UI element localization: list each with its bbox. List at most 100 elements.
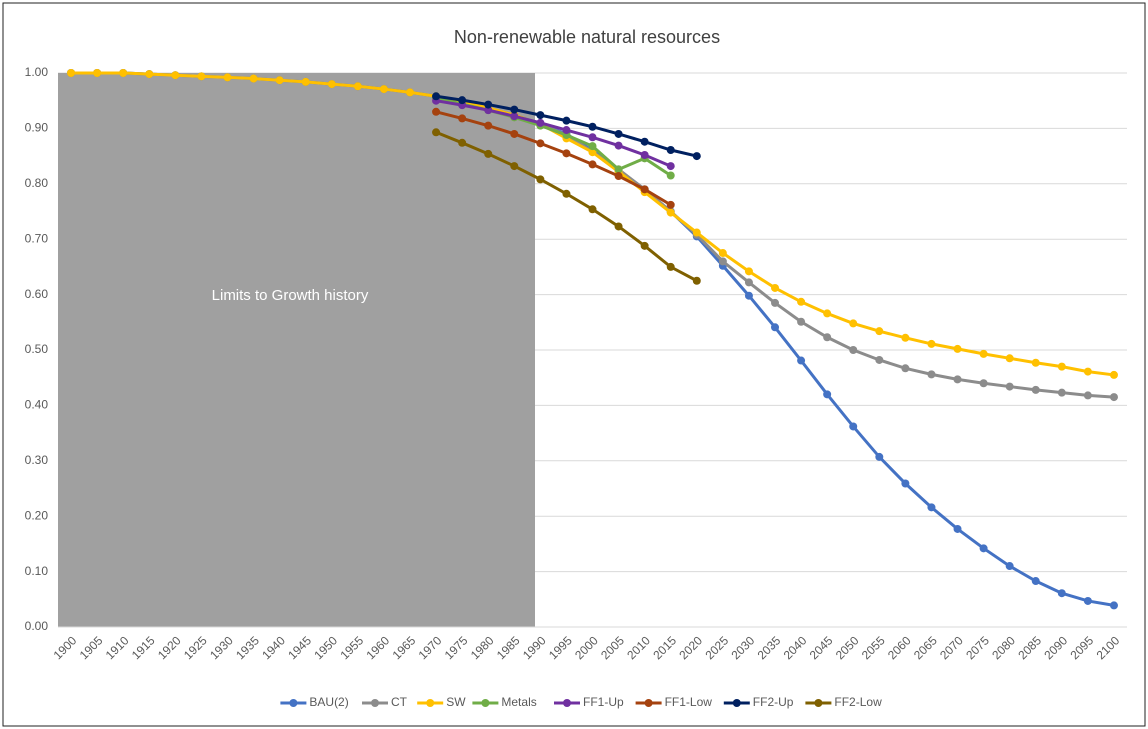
series-marker (353, 82, 362, 91)
series-line (435, 99, 672, 168)
series-marker (1057, 388, 1066, 397)
series-marker (614, 165, 623, 174)
series-marker (484, 149, 493, 158)
series-marker (536, 111, 545, 120)
series-marker (1031, 385, 1040, 394)
series-marker (849, 346, 858, 354)
series-marker (797, 317, 806, 326)
series-marker (640, 185, 649, 194)
legend-label: BAU(2) (309, 695, 348, 709)
series-marker (588, 142, 597, 151)
series-marker (510, 162, 519, 171)
series-marker (458, 96, 467, 105)
series-marker (405, 88, 414, 97)
series-marker (67, 69, 76, 77)
series-marker (640, 137, 649, 146)
series-marker (614, 172, 623, 181)
series-marker (771, 298, 780, 307)
series-marker (849, 319, 858, 328)
series-marker (484, 106, 493, 115)
series-marker (536, 118, 545, 127)
series-marker (510, 112, 519, 121)
series-marker (744, 267, 753, 276)
y-tick-label: 0.90 (25, 121, 49, 135)
series-marker (901, 479, 910, 488)
series-marker (901, 333, 910, 342)
legend-marker (481, 699, 490, 707)
series-marker (823, 390, 832, 399)
legend-label: FF1-Up (583, 695, 624, 709)
annotation: Limits to Growth history (212, 287, 369, 304)
legend-label: FF2-Low (834, 695, 882, 709)
series-marker (614, 141, 623, 150)
series-marker (666, 200, 675, 209)
series-marker (1109, 393, 1118, 402)
series-marker (484, 121, 493, 130)
series-marker (666, 171, 675, 180)
series-marker (640, 150, 649, 159)
series-marker (666, 162, 675, 171)
series-marker (927, 370, 936, 379)
series-marker (901, 364, 910, 373)
series-marker (692, 152, 701, 161)
series-marker (849, 422, 858, 431)
series-marker (562, 126, 571, 135)
series-marker (510, 105, 519, 114)
legend-marker (371, 699, 379, 707)
y-tick-label: 0.50 (25, 342, 49, 356)
legend-marker (732, 699, 741, 707)
series-marker (562, 149, 571, 158)
series-marker (744, 291, 753, 300)
series-marker (692, 276, 701, 285)
history-region (58, 73, 535, 627)
series-marker (119, 69, 128, 77)
series-marker (718, 257, 727, 266)
series-marker (327, 80, 336, 89)
series-marker (171, 71, 180, 80)
series-marker (1031, 358, 1040, 367)
series-marker (744, 278, 753, 287)
series-marker (432, 92, 441, 101)
series-marker (379, 85, 388, 94)
series-marker (1031, 577, 1040, 586)
series-marker (979, 379, 988, 388)
series-marker (823, 309, 832, 318)
series-marker (223, 73, 232, 82)
legend-label: FF2-Up (753, 695, 794, 709)
series-marker (640, 241, 649, 250)
legend-label: Metals (501, 695, 536, 709)
y-tick-label: 0.80 (25, 176, 49, 190)
series-marker (562, 116, 571, 125)
legend-marker (644, 699, 653, 707)
series-marker (1083, 367, 1092, 376)
series-marker (927, 503, 936, 512)
series-marker (797, 356, 806, 365)
legend-label: SW (446, 695, 466, 709)
series-marker (588, 122, 597, 131)
series-marker (614, 129, 623, 138)
series-marker (823, 333, 832, 342)
y-tick-label: 0.30 (25, 453, 49, 467)
series-marker (432, 107, 441, 116)
series-marker (875, 327, 884, 336)
y-tick-label: 0.60 (25, 287, 49, 301)
series-marker (953, 524, 962, 533)
plot (67, 69, 1118, 610)
series-marker (718, 249, 727, 258)
y-tick-label: 1.00 (25, 65, 49, 79)
series-marker (562, 189, 571, 198)
legend-label: FF1-Low (665, 695, 713, 709)
series-marker (510, 129, 519, 138)
series-line (435, 110, 672, 207)
series-marker (145, 70, 154, 79)
series-marker (953, 344, 962, 353)
series-marker (588, 133, 597, 142)
y-tick-label: 0.10 (25, 564, 49, 578)
series-marker (979, 349, 988, 358)
y-tick-label: 0.70 (25, 231, 49, 245)
series-marker (1005, 562, 1014, 571)
legend-marker (289, 699, 298, 707)
legend-marker (563, 699, 571, 707)
series-marker (1057, 589, 1066, 598)
